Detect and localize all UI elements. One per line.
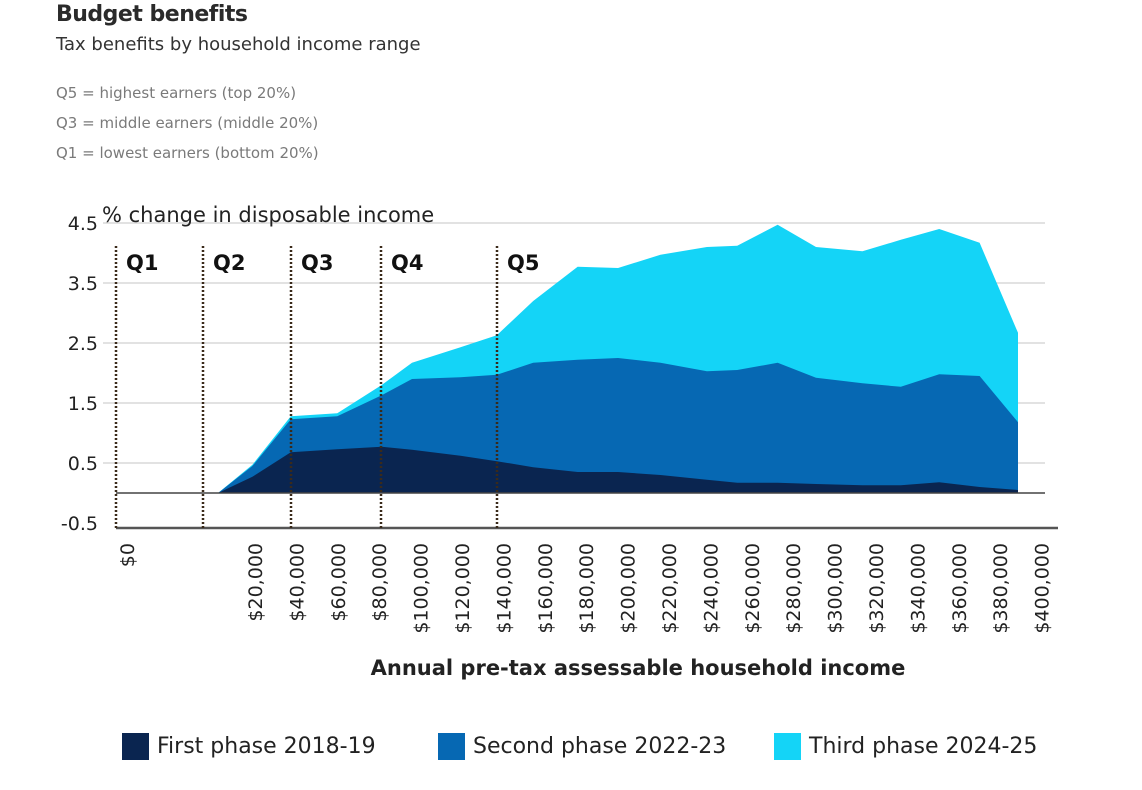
note-q5: Q5 = highest earners (top 20%) (56, 84, 297, 102)
x-tick-label: $100,000 (411, 543, 433, 634)
x-tick-label: $220,000 (659, 543, 681, 634)
y-axis-title: % change in disposable income (102, 203, 434, 227)
x-tick-label: $140,000 (493, 543, 515, 634)
legend-label: Third phase 2024-25 (809, 734, 1038, 759)
note-q1: Q1 = lowest earners (bottom 20%) (56, 144, 319, 162)
x-tick-label: $300,000 (825, 543, 847, 634)
x-tick-label: $240,000 (700, 543, 722, 634)
x-tick-label: $320,000 (866, 543, 888, 634)
legend-label: First phase 2018-19 (157, 734, 376, 759)
y-tick-label: -0.5 (61, 513, 98, 535)
x-tick-label: $20,000 (245, 543, 267, 622)
x-tick-label: $340,000 (907, 543, 929, 634)
y-tick-label: 1.5 (68, 393, 98, 415)
note-q3: Q3 = middle earners (middle 20%) (56, 114, 319, 132)
quintile-label: Q5 (507, 251, 539, 275)
y-tick-label: 4.5 (68, 213, 98, 235)
x-tick-label: $40,000 (286, 543, 308, 622)
y-tick-label: 2.5 (68, 333, 98, 355)
x-tick-label: $260,000 (742, 543, 764, 634)
y-tick-label: 3.5 (68, 273, 98, 295)
quintile-label: Q1 (126, 251, 158, 275)
legend-item-first-phase: First phase 2018-19 (122, 733, 376, 760)
x-tick-label: $80,000 (369, 543, 391, 622)
chart-subtitle: Tax benefits by household income range (56, 34, 421, 55)
area-series-1 (218, 446, 1018, 493)
legend-label: Second phase 2022-23 (473, 734, 727, 759)
x-tick-label: $160,000 (535, 543, 557, 634)
x-tick-label: $0 (117, 543, 139, 567)
quintile-label: Q2 (213, 251, 245, 275)
legend-swatch (122, 733, 149, 760)
x-tick-label: $360,000 (949, 543, 971, 634)
x-tick-label: $120,000 (452, 543, 474, 634)
x-tick-label: $200,000 (618, 543, 640, 634)
legend-item-second-phase: Second phase 2022-23 (438, 733, 726, 760)
x-tick-label: $280,000 (783, 543, 805, 634)
x-tick-label: $400,000 (1032, 543, 1054, 634)
quintile-label: Q4 (391, 251, 423, 275)
x-tick-label: $180,000 (576, 543, 598, 634)
x-tick-label: $380,000 (990, 543, 1012, 634)
quintile-label: Q3 (301, 251, 333, 275)
y-tick-label: 0.5 (68, 453, 98, 475)
legend-swatch (774, 733, 801, 760)
x-axis-title: Annual pre-tax assessable household inco… (371, 656, 906, 680)
legend-item-third-phase: Third phase 2024-25 (774, 733, 1037, 760)
legend-swatch (438, 733, 465, 760)
x-tick-label: $60,000 (328, 543, 350, 622)
chart-title: Budget benefits (56, 2, 248, 27)
